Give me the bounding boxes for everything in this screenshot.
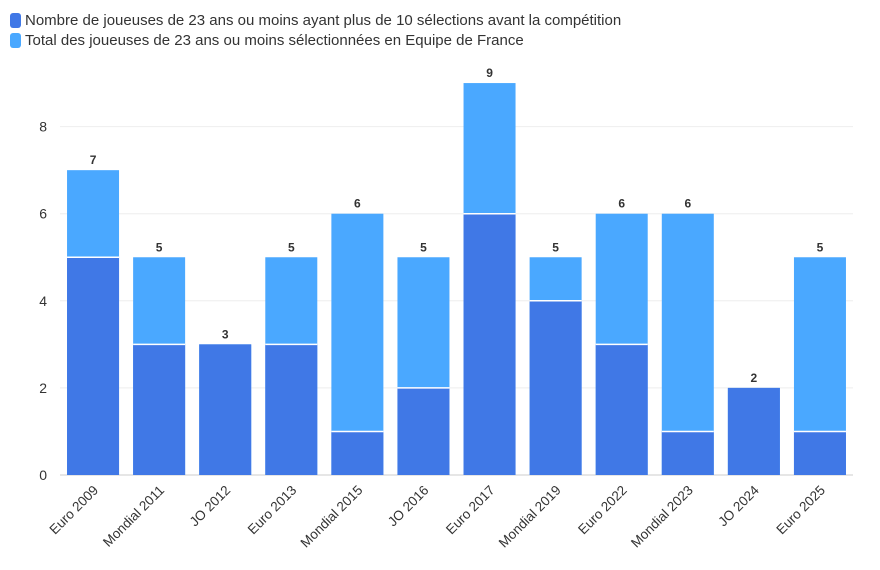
bar-selections[interactable] — [793, 431, 846, 475]
data-label: 5 — [552, 240, 559, 254]
bar-selections[interactable] — [529, 300, 582, 475]
legend-swatch-dark — [10, 12, 21, 28]
x-tick-label: Mondial 2015 — [298, 483, 366, 551]
legend-swatch-light — [10, 32, 21, 48]
x-tick-label: Mondial 2019 — [496, 483, 564, 551]
data-label: 2 — [751, 371, 758, 385]
legend-item-selections[interactable]: Nombre de joueuses de 23 ans ou moins ay… — [10, 10, 621, 30]
bars — [67, 83, 846, 476]
bar-selections[interactable] — [67, 257, 120, 475]
data-labels: 7 5 3 5 6 5 9 5 6 6 2 5 — [90, 66, 824, 385]
data-label: 5 — [156, 240, 163, 254]
data-label: 6 — [618, 197, 625, 211]
y-tick-label: 2 — [39, 380, 47, 396]
bar-selections[interactable] — [661, 431, 714, 475]
y-tick-label: 4 — [39, 293, 47, 309]
data-label: 3 — [222, 327, 229, 341]
bar-selections[interactable] — [727, 387, 780, 475]
data-label: 6 — [354, 197, 361, 211]
legend-label: Total des joueuses de 23 ans ou moins sé… — [25, 31, 524, 49]
y-tick-label: 8 — [39, 119, 47, 135]
y-tick-label: 6 — [39, 206, 47, 222]
x-tick-label: Euro 2022 — [575, 483, 630, 538]
legend-item-total[interactable]: Total des joueuses de 23 ans ou moins sé… — [10, 30, 621, 50]
x-tick-label: Euro 2017 — [443, 483, 498, 538]
bar-selections[interactable] — [265, 344, 318, 475]
bar-selections[interactable] — [463, 213, 516, 476]
bar-selections[interactable] — [397, 387, 450, 475]
bar-selections[interactable] — [133, 344, 186, 475]
data-label: 5 — [817, 240, 824, 254]
x-tick-label: JO 2012 — [187, 483, 234, 530]
data-label: 6 — [684, 197, 691, 211]
data-label: 5 — [420, 240, 427, 254]
bar-selections[interactable] — [199, 344, 252, 475]
x-tick-label: JO 2024 — [715, 482, 762, 529]
data-label: 9 — [486, 66, 493, 80]
y-tick-label: 0 — [39, 467, 47, 483]
bar-selections[interactable] — [595, 344, 648, 475]
x-tick-label: JO 2016 — [385, 483, 432, 530]
x-tick-label: Euro 2013 — [245, 483, 300, 538]
x-tick-label: Mondial 2023 — [628, 483, 696, 551]
gridlines — [60, 126, 853, 476]
bar-selections[interactable] — [331, 431, 384, 475]
y-axis: 0 2 4 6 8 — [39, 119, 47, 483]
x-tick-label: Euro 2025 — [773, 483, 828, 538]
x-tick-label: Mondial 2011 — [100, 483, 167, 550]
legend: Nombre de joueuses de 23 ans ou moins ay… — [10, 10, 621, 50]
data-label: 7 — [90, 153, 97, 167]
legend-label: Nombre de joueuses de 23 ans ou moins ay… — [25, 11, 622, 29]
data-label: 5 — [288, 240, 295, 254]
x-tick-label: Euro 2009 — [46, 483, 101, 538]
